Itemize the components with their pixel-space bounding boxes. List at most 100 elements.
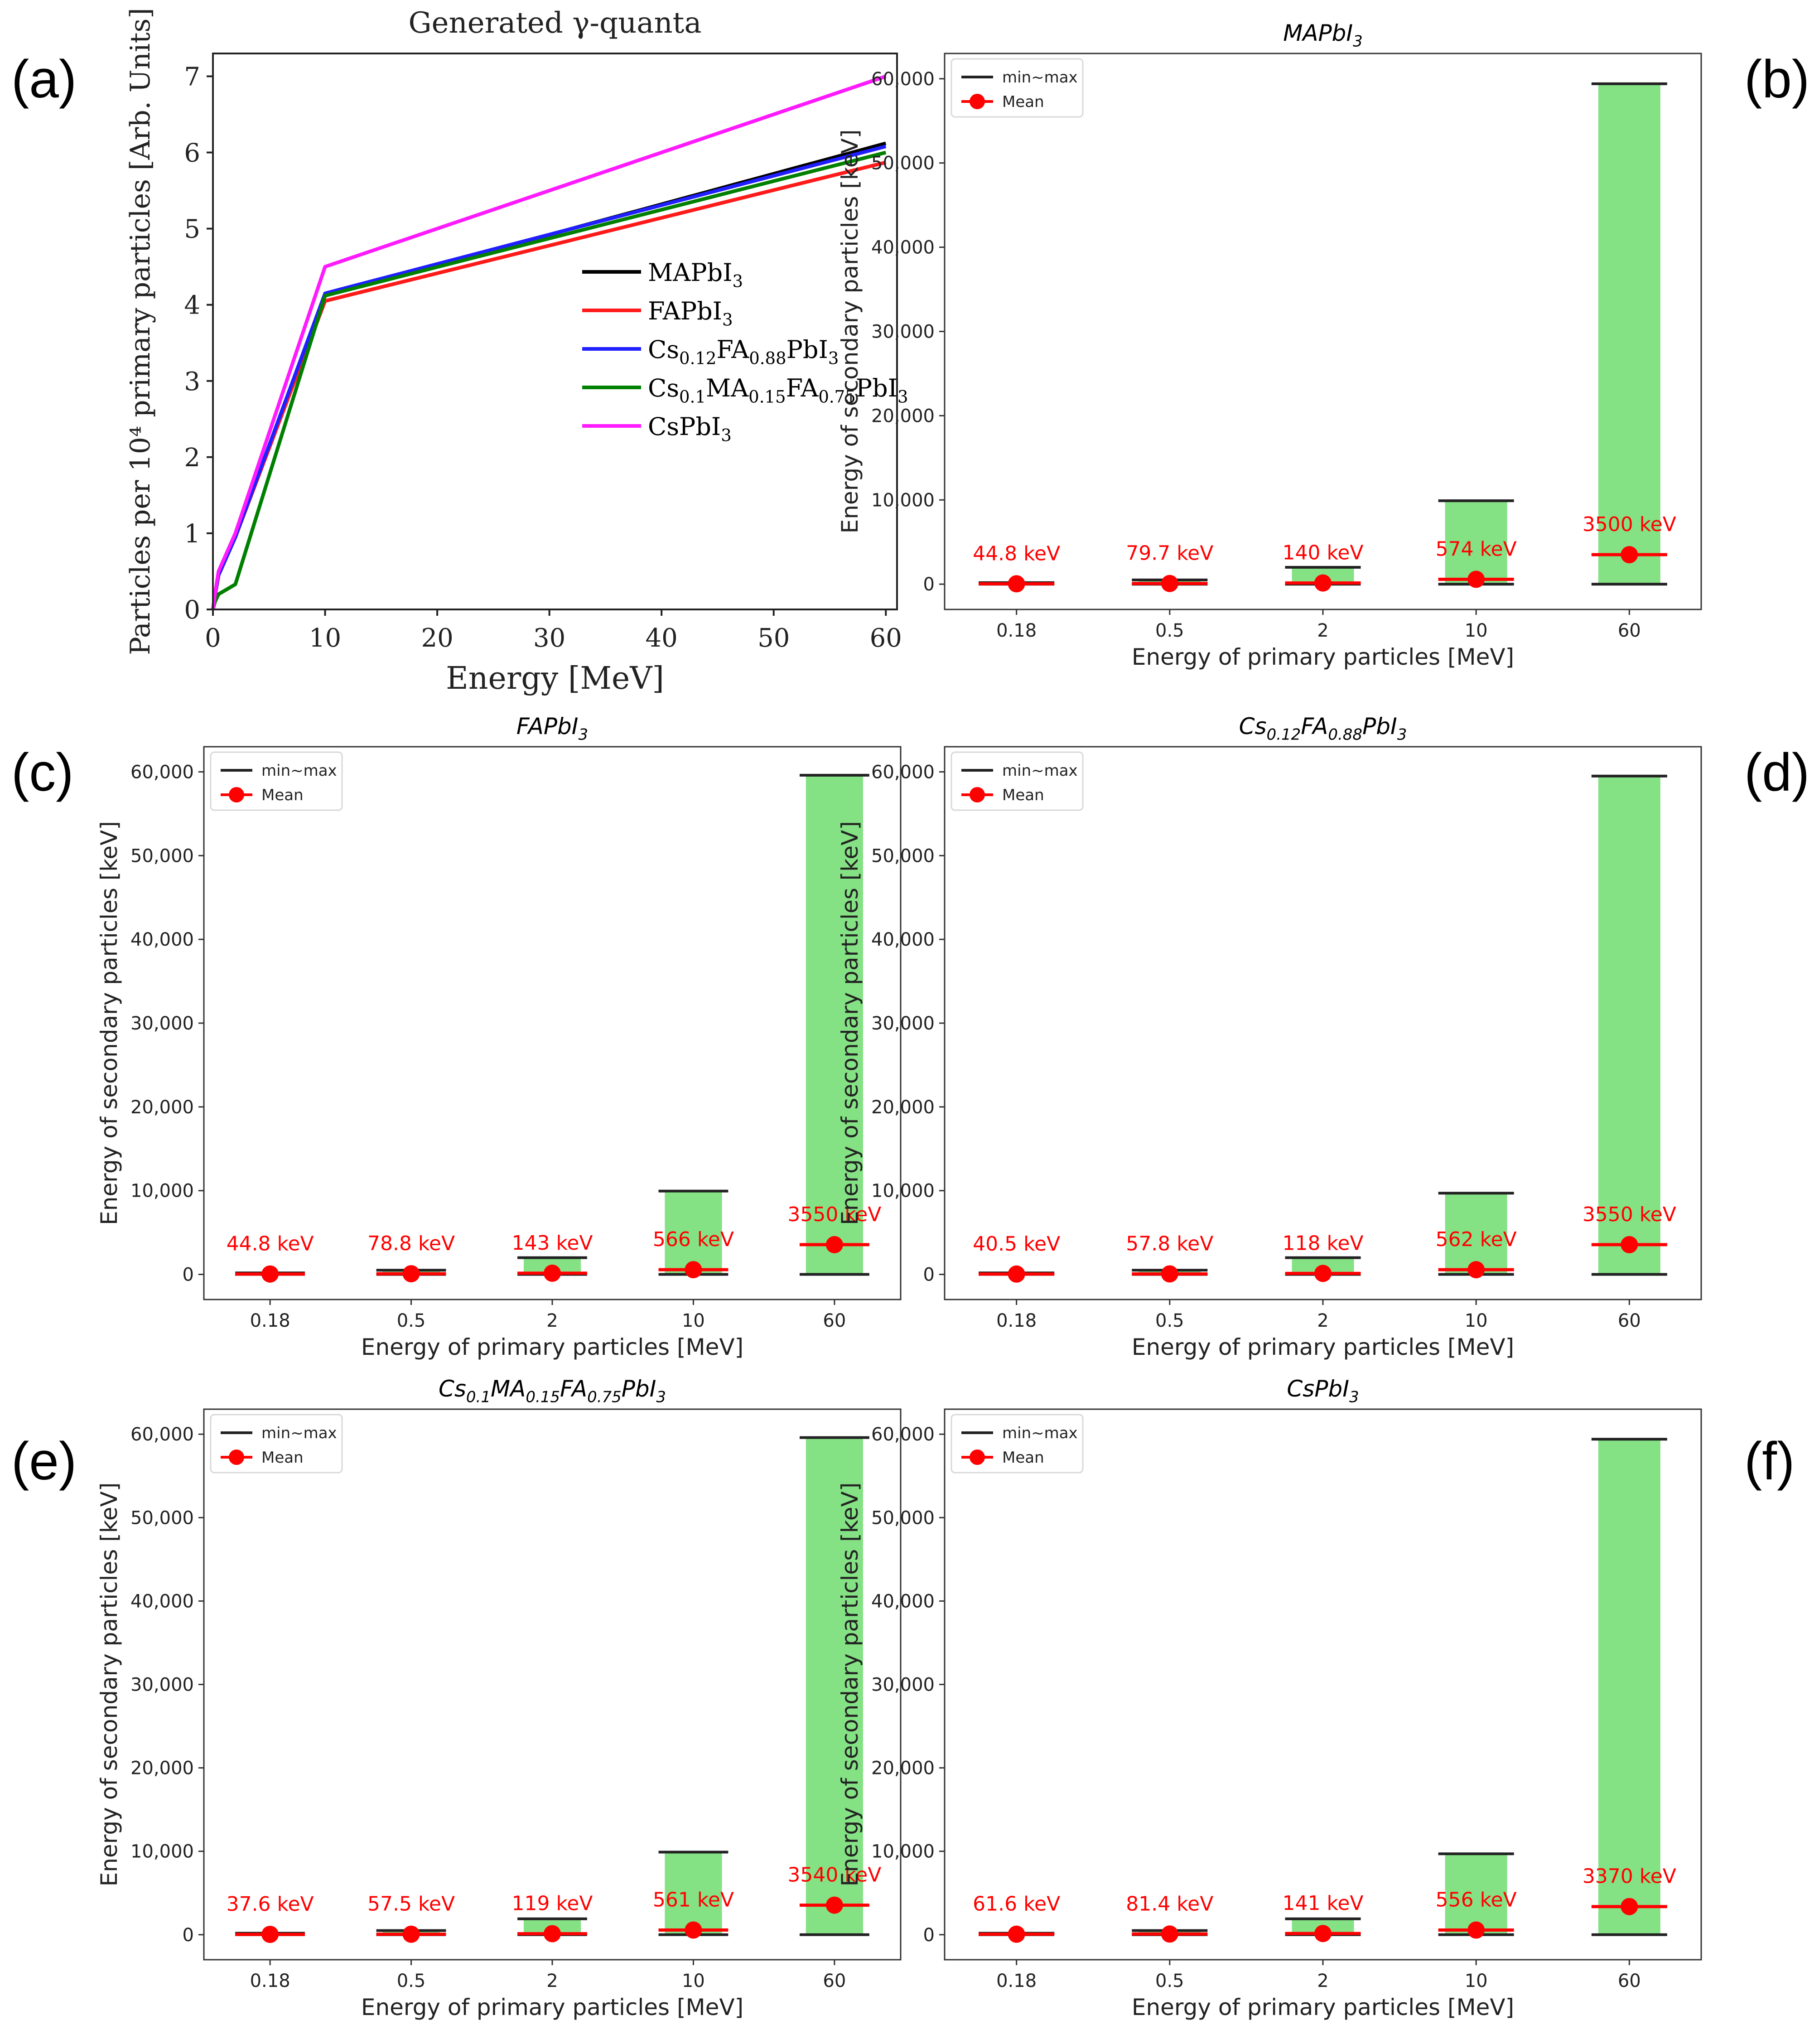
- mean-label: 44.8 keV: [973, 542, 1060, 565]
- x-tick-label: 60: [823, 1971, 846, 1991]
- x-tick-label: 0.18: [996, 1310, 1037, 1331]
- y-axis-label: Energy of secondary particles [keV]: [837, 1483, 863, 1887]
- x-tick-label: 2: [1317, 1971, 1328, 1991]
- x-tick-label: 20: [421, 623, 453, 653]
- x-tick-label: 0.18: [250, 1971, 290, 1991]
- chart-title: CsPbI3: [1287, 1376, 1359, 1406]
- x-tick-label: 60: [870, 623, 902, 653]
- chart-title: Cs0.1MA0.15FA0.75PbI3: [439, 1376, 666, 1406]
- x-tick-label: 10: [682, 1971, 705, 1991]
- legend-marker: [970, 1450, 985, 1465]
- chart-title: Generated γ-quanta: [408, 6, 701, 40]
- mean-point: [261, 1926, 279, 1943]
- legend-entry: Mean: [1002, 93, 1044, 111]
- x-tick-label: 2: [1317, 620, 1328, 641]
- legend-entry: min~max: [1002, 1424, 1078, 1442]
- panel-letter: (e): [11, 1431, 77, 1491]
- x-tick-label: 60: [1618, 1310, 1641, 1331]
- chart-title: Cs0.12FA0.88PbI3: [1239, 713, 1407, 744]
- x-tick-label: 0.5: [397, 1310, 426, 1331]
- y-tick-label: 10,000: [871, 1841, 935, 1862]
- y-tick-label: 40,000: [130, 929, 194, 950]
- x-tick-label: 0.18: [996, 620, 1037, 641]
- y-tick-label: 20,000: [871, 1758, 935, 1779]
- y-axis-label: Energy of secondary particles [keV]: [96, 1483, 122, 1887]
- range-bar: [1598, 776, 1660, 1275]
- chart-title: MAPbI3: [1283, 20, 1363, 51]
- y-tick-label: 10,000: [130, 1841, 194, 1862]
- panel-letter: (d): [1744, 743, 1809, 802]
- x-tick-label: 2: [546, 1310, 558, 1331]
- y-tick-label: 50,000: [871, 846, 935, 866]
- y-tick-label: 0: [183, 1925, 194, 1946]
- x-tick-label: 10: [682, 1310, 705, 1331]
- mean-label: 44.8 keV: [227, 1232, 314, 1256]
- mean-label: 57.5 keV: [367, 1893, 455, 1916]
- legend-marker: [970, 787, 985, 802]
- legend-entry: Mean: [1002, 1449, 1044, 1467]
- mean-point: [825, 1896, 843, 1914]
- mean-label: 40.5 keV: [973, 1232, 1060, 1256]
- mean-label: 79.7 keV: [1126, 542, 1213, 565]
- x-tick-label: 2: [1317, 1310, 1328, 1331]
- panel-e: Cs0.1MA0.15FA0.75PbI3 37.6 keV 0.18 57.5 ke…: [96, 1376, 902, 2020]
- mean-label: 3500 keV: [1583, 513, 1676, 536]
- y-tick-label: 2: [184, 443, 200, 473]
- mean-point: [1314, 574, 1332, 592]
- range-bar: [806, 775, 863, 1275]
- range-bar: [665, 1852, 722, 1935]
- legend-entry: min~max: [261, 762, 337, 780]
- chart-title: FAPbI3: [516, 713, 588, 744]
- mean-label: 37.6 keV: [227, 1893, 314, 1916]
- panel-c: FAPbI3 44.8 keV 0.18 78.8 keV 0.5 143 keV 2 566…: [96, 713, 902, 1360]
- mean-label: 3540 keV: [787, 1864, 881, 1887]
- y-tick-label: 60,000: [130, 762, 194, 783]
- range-bar: [1445, 501, 1507, 585]
- y-tick-label: 0: [923, 574, 935, 595]
- mean-point: [825, 1236, 843, 1253]
- y-tick-label: 5: [184, 215, 200, 244]
- mean-label: 143 keV: [511, 1232, 593, 1255]
- panel-d: Cs0.12FA0.88PbI3 40.5 keV 0.18 57.8 keV 0.5 1…: [837, 713, 1702, 1360]
- y-tick-label: 60,000: [130, 1424, 194, 1445]
- x-tick-label: 0.5: [1155, 1971, 1184, 1991]
- y-tick-label: 10,000: [871, 1181, 935, 1202]
- x-tick-label: 0: [205, 623, 221, 653]
- mean-label: 556 keV: [1436, 1889, 1517, 1912]
- y-tick-label: 60,000: [871, 1424, 935, 1445]
- mean-point: [261, 1265, 279, 1283]
- x-tick-label: 30: [533, 623, 565, 653]
- mean-label: 141 keV: [1282, 1892, 1363, 1915]
- mean-label: 574 keV: [1436, 538, 1517, 561]
- range-bar: [1598, 83, 1660, 585]
- x-tick-label: 2: [546, 1971, 558, 1991]
- mean-point: [1621, 1236, 1638, 1253]
- mean-point: [402, 1925, 420, 1943]
- y-tick-label: 60,000: [871, 762, 935, 783]
- mean-label: 3550 keV: [1583, 1203, 1676, 1226]
- x-tick-label: 60: [1618, 620, 1641, 641]
- legend-entry: min~max: [1002, 68, 1078, 87]
- mean-point: [1467, 1261, 1485, 1279]
- mean-point: [1621, 1898, 1638, 1915]
- x-tick-label: 60: [823, 1310, 846, 1331]
- y-tick-label: 6: [184, 139, 200, 168]
- legend-entry: CsPbI3: [648, 412, 732, 445]
- legend-entry: Mean: [261, 786, 304, 804]
- panel-f: CsPbI3 61.6 keV 0.18 81.4 keV 0.5 141 keV 2 556…: [837, 1376, 1702, 2020]
- x-tick-label: 0.18: [996, 1971, 1037, 1991]
- mean-label: 78.8 keV: [367, 1232, 455, 1255]
- mean-point: [1008, 575, 1025, 593]
- y-axis-label: Energy of secondary particles [keV]: [837, 821, 863, 1225]
- x-tick-label: 0.5: [1155, 1310, 1184, 1331]
- y-axis-label: Energy of secondary particles [keV]: [96, 821, 122, 1225]
- mean-point: [685, 1261, 702, 1279]
- y-tick-label: 0: [923, 1265, 935, 1285]
- y-tick-label: 30,000: [871, 1013, 935, 1034]
- x-axis-label: Energy of primary particles [MeV]: [1132, 1994, 1514, 2020]
- y-tick-label: 50,000: [130, 1508, 194, 1528]
- legend-entry: Cs0.12FA0.88PbI3: [648, 335, 839, 368]
- panel-b: MAPbI3 44.8 keV 0.18 79.7 keV 0.5 140 keV 2 574…: [837, 20, 1702, 670]
- mean-label: 57.8 keV: [1126, 1232, 1213, 1255]
- mean-label: 81.4 keV: [1126, 1892, 1213, 1915]
